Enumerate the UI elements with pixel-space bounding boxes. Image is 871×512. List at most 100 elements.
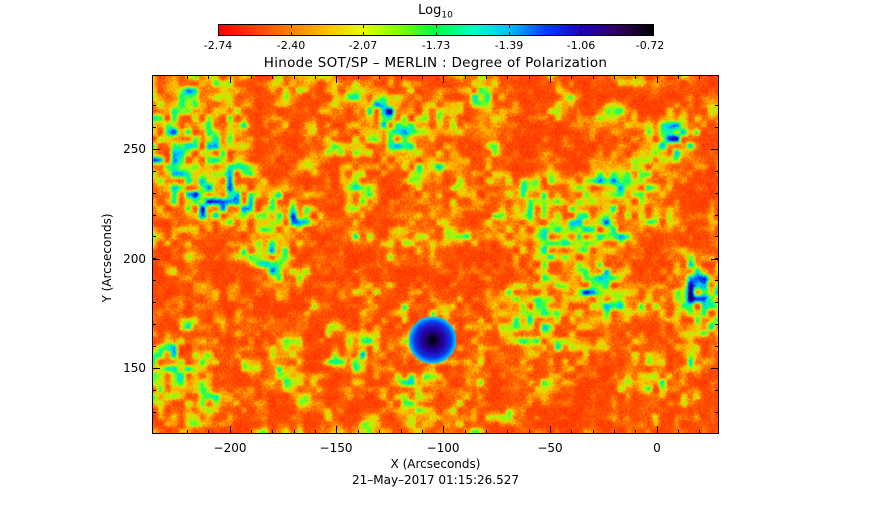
tick-mark (657, 75, 658, 79)
tick-mark (486, 430, 487, 434)
tick-mark (152, 171, 156, 172)
tick-mark (715, 368, 719, 369)
tick-mark (699, 75, 700, 79)
tick-mark (436, 24, 437, 28)
tick-mark (581, 24, 582, 28)
tick-mark (152, 259, 160, 260)
tick-mark (509, 24, 510, 28)
tick-mark (218, 32, 219, 36)
tick-mark (291, 32, 292, 36)
tick-mark (336, 75, 337, 79)
tick-mark (230, 430, 231, 434)
tick-mark (379, 430, 380, 434)
colorbar-tick-label: -1.73 (421, 39, 451, 52)
tick-mark (152, 149, 156, 150)
tick-mark (465, 430, 466, 434)
tick-mark (152, 390, 156, 391)
tick-mark (422, 430, 423, 434)
tick-mark (571, 430, 572, 434)
tick-mark (699, 430, 700, 434)
tick-mark (509, 32, 510, 36)
tick-mark (291, 24, 292, 28)
tick-mark (208, 75, 209, 79)
colorbar-tick-label: -1.06 (566, 39, 596, 52)
tick-mark (152, 433, 156, 434)
tick-mark (593, 75, 594, 79)
tick-mark (152, 236, 156, 237)
y-tick-label: 250 (123, 142, 146, 156)
tick-mark (507, 430, 508, 434)
polarization-image (153, 76, 718, 433)
tick-mark (152, 302, 156, 303)
tick-mark (715, 390, 719, 391)
tick-mark (657, 430, 658, 434)
tick-mark (443, 430, 444, 434)
colorbar-tick-label: -2.74 (203, 39, 233, 52)
y-axis-label: Y (Arcseconds) (100, 213, 114, 303)
tick-mark (581, 32, 582, 36)
tick-mark (152, 193, 156, 194)
tick-mark (465, 75, 466, 79)
tick-mark (230, 75, 231, 79)
tick-mark (315, 75, 316, 79)
tick-mark (336, 430, 337, 434)
tick-mark (715, 412, 719, 413)
tick-mark (715, 127, 719, 128)
tick-mark (593, 430, 594, 434)
tick-mark (657, 75, 658, 83)
plot-title: Hinode SOT/SP – MERLIN : Degree of Polar… (263, 55, 608, 71)
tick-mark (529, 430, 530, 434)
tick-mark (635, 430, 636, 434)
tick-mark (152, 412, 156, 413)
x-tick-label: −100 (426, 441, 460, 455)
tick-mark (436, 32, 437, 36)
tick-mark (715, 171, 719, 172)
tick-mark (715, 302, 719, 303)
tick-mark (678, 430, 679, 434)
tick-mark (650, 32, 651, 36)
colorbar-tick-label: -2.07 (348, 39, 378, 52)
polarization-map (152, 75, 719, 434)
tick-mark (152, 368, 160, 369)
tick-mark (187, 430, 188, 434)
tick-mark (152, 280, 156, 281)
colorbar-title: Log10 (418, 3, 453, 21)
tick-mark (152, 105, 156, 106)
tick-mark (152, 127, 156, 128)
tick-mark (507, 75, 508, 79)
tick-mark (486, 75, 487, 79)
tick-mark (614, 75, 615, 79)
tick-mark (635, 75, 636, 79)
y-tick-label: 200 (123, 252, 146, 266)
tick-mark (443, 75, 444, 79)
tick-mark (152, 149, 160, 150)
tick-mark (272, 75, 273, 79)
tick-mark (422, 75, 423, 79)
tick-mark (315, 430, 316, 434)
tick-mark (218, 24, 219, 28)
tick-mark (550, 75, 551, 83)
tick-mark (152, 215, 156, 216)
observation-timestamp: 21–May–2017 01:15:26.527 (351, 473, 520, 487)
tick-mark (715, 215, 719, 216)
tick-mark (152, 324, 156, 325)
tick-mark (715, 105, 719, 106)
tick-mark (715, 149, 719, 150)
tick-mark (336, 75, 337, 83)
colorbar-tick-label: -0.72 (635, 39, 665, 52)
tick-mark (550, 430, 551, 434)
tick-mark (650, 24, 651, 28)
x-tick-label: −150 (319, 441, 353, 455)
colorbar-tick-label: -1.39 (494, 39, 524, 52)
tick-mark (571, 75, 572, 79)
tick-mark (230, 75, 231, 83)
tick-mark (294, 430, 295, 434)
tick-mark (152, 258, 156, 259)
tick-mark (358, 430, 359, 434)
tick-mark (152, 368, 156, 369)
tick-mark (401, 75, 402, 79)
tick-mark (401, 430, 402, 434)
tick-mark (251, 75, 252, 79)
tick-mark (272, 430, 273, 434)
colorbar-tick-label: -2.40 (276, 39, 306, 52)
